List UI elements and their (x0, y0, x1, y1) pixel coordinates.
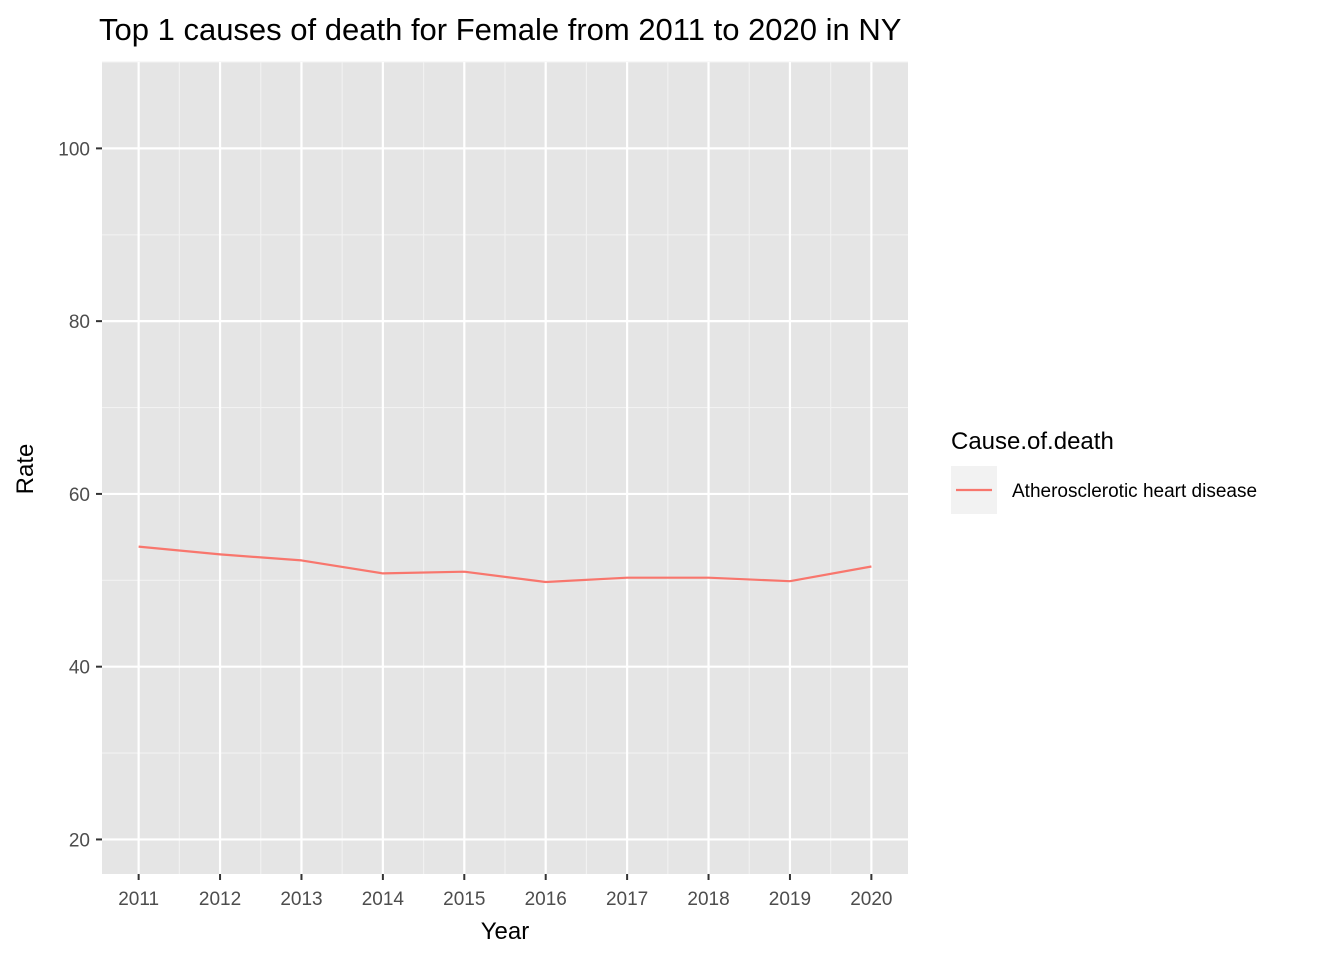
x-axis-tick-labels: 2011 2012 2013 2014 2015 2016 2017 2018 2019 2020 (118, 889, 892, 910)
x-tick-label: 2016 (525, 889, 567, 910)
x-tick-label: 2019 (769, 889, 811, 910)
major-gridlines (102, 62, 908, 874)
x-tick-label: 2015 (443, 889, 485, 910)
y-tick-label: 100 (58, 139, 90, 160)
x-axis-title: Year (481, 918, 530, 945)
y-tick-label: 60 (69, 485, 90, 506)
x-tick-label: 2014 (362, 889, 405, 910)
series-line (138, 545, 872, 584)
legend-items: Atherosclerotic heart disease (951, 466, 1257, 514)
y-tick-label: 20 (69, 830, 90, 851)
axis-ticks (96, 147, 873, 880)
x-tick-label: 2011 (118, 889, 159, 910)
x-tick-label: 2013 (280, 889, 322, 910)
y-axis-title: Rate (12, 444, 39, 495)
y-tick-label: 80 (69, 312, 90, 333)
legend-label: Atherosclerotic heart disease (1012, 481, 1257, 502)
x-tick-label: 2018 (687, 889, 729, 910)
series-layer (138, 545, 872, 584)
y-axis-tick-labels: 20 40 60 80 100 (58, 139, 90, 851)
chart-title: Top 1 causes of death for Female from 20… (99, 12, 901, 47)
x-tick-label: 2017 (606, 889, 648, 910)
legend-title: Cause.of.death (951, 428, 1114, 455)
x-tick-label: 2012 (199, 889, 241, 910)
y-tick-label: 40 (69, 658, 90, 679)
legend: Cause.of.death Atherosclerotic heart dis… (951, 428, 1257, 514)
x-tick-label: 2020 (850, 889, 892, 910)
